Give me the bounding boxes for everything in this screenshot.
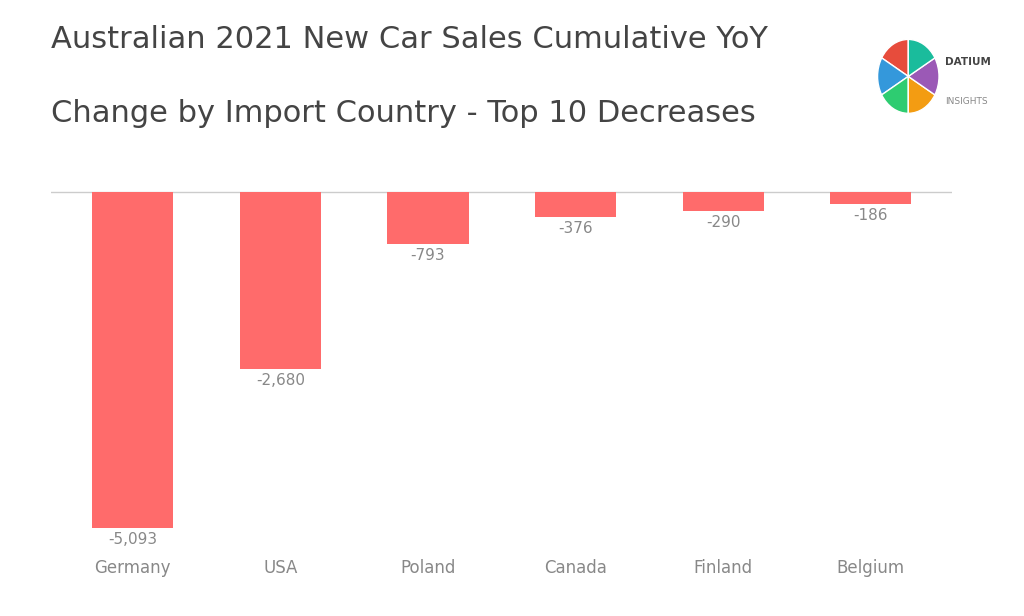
Bar	[683, 192, 764, 211]
Text: Australian 2021 New Car Sales Cumulative YoY: Australian 2021 New Car Sales Cumulative…	[51, 25, 768, 54]
Wedge shape	[882, 39, 908, 76]
Text: -186: -186	[854, 208, 888, 224]
Bar	[535, 192, 616, 217]
Text: -2,680: -2,680	[256, 373, 305, 387]
Wedge shape	[908, 58, 939, 95]
Text: -5,093: -5,093	[109, 532, 158, 546]
Bar	[92, 192, 173, 527]
Text: -793: -793	[411, 248, 445, 264]
Bar	[830, 192, 911, 205]
Wedge shape	[882, 76, 908, 113]
Text: INSIGHTS: INSIGHTS	[945, 97, 988, 105]
Bar	[387, 192, 469, 245]
Text: -290: -290	[706, 215, 740, 230]
Text: Change by Import Country - Top 10 Decreases: Change by Import Country - Top 10 Decrea…	[51, 99, 756, 128]
Text: DATIUM: DATIUM	[945, 57, 991, 67]
Bar	[240, 192, 321, 369]
Wedge shape	[908, 39, 935, 76]
Text: -376: -376	[558, 221, 593, 236]
Wedge shape	[878, 58, 908, 95]
Wedge shape	[908, 76, 935, 113]
